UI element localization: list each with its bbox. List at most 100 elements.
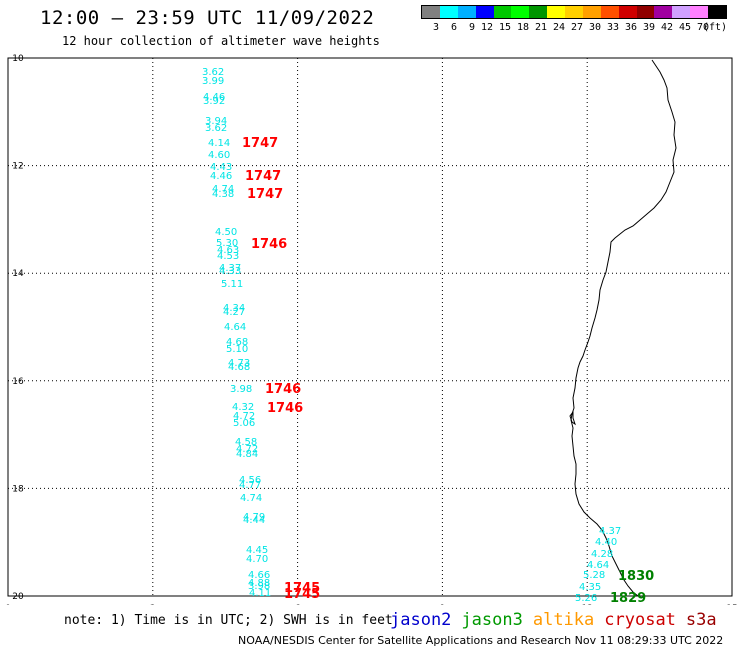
color-swatch	[529, 6, 548, 18]
satellite-legend-item: altika	[532, 610, 595, 630]
wave-height-label: 4.32	[232, 402, 254, 413]
wave-height-label: 4.40	[595, 537, 617, 548]
satellite-legend-item: s3a	[685, 610, 717, 630]
color-scale-label: 18	[517, 22, 530, 33]
pass-time-label: 1747	[245, 169, 281, 184]
color-swatch	[618, 6, 637, 18]
wave-height-label: 4.84	[236, 449, 258, 460]
lat-tick-label: 14	[12, 269, 24, 279]
satellite-legend: jason2 jason3 altika cryosat s3a	[390, 610, 727, 630]
color-swatch	[565, 6, 583, 18]
color-scale-label: (ft)	[703, 22, 728, 33]
lat-tick-label: 16	[12, 377, 24, 387]
wave-height-label: 5.28	[583, 570, 605, 581]
page-title: 12:00 – 23:59 UTC 11/09/2022	[40, 7, 375, 29]
color-swatch	[439, 6, 458, 18]
wave-height-label: 4.34	[223, 303, 245, 314]
pass-time-label: 1746	[265, 382, 301, 397]
color-scale-label: 12	[481, 22, 494, 33]
color-scale-label: 15	[499, 22, 512, 33]
wave-height-label: 5.06	[233, 418, 255, 429]
color-scale-label: 36	[625, 22, 638, 33]
wave-height-label: 4.74	[212, 184, 234, 195]
wave-height-label: 4.66	[248, 570, 270, 581]
color-swatch	[708, 6, 726, 18]
color-scale-label: 21	[535, 22, 548, 33]
color-swatch	[422, 6, 440, 18]
wave-height-label: 4.63	[217, 245, 239, 256]
wave-height-label: 4.64	[587, 560, 609, 571]
color-scale-label: 6	[451, 22, 458, 33]
lat-tick-label: 10	[12, 54, 24, 64]
pass-time-label: 1830	[618, 569, 654, 584]
wave-height-label: 4.72	[233, 411, 255, 422]
lon-tick-label: 0	[5, 604, 11, 605]
color-swatch	[457, 6, 476, 18]
satellite-legend-item: jason3	[461, 610, 523, 630]
wave-height-label: 3.99	[202, 76, 224, 87]
lon-tick-label: 15	[726, 604, 737, 605]
wave-height-label: 4.43	[210, 162, 232, 173]
wave-height-label: 3.62	[202, 67, 224, 78]
satellite-legend-item: jason2	[390, 610, 452, 630]
color-scale-label: 3	[433, 22, 440, 33]
color-scale-label: 33	[607, 22, 620, 33]
wave-height-label: 3.62	[205, 123, 227, 134]
wave-height-label: 4.38	[212, 189, 234, 200]
wave-height-label: 4.11	[249, 588, 271, 599]
color-swatch	[547, 6, 565, 18]
pass-time-label: 1745	[284, 581, 320, 596]
wave-height-label: 4.27	[223, 307, 245, 318]
wave-height-label: 4.56	[239, 475, 261, 486]
color-swatch	[672, 6, 691, 18]
wave-height-label: 4.60	[208, 150, 230, 161]
pass-time-label: 1829	[610, 591, 646, 605]
wave-height-label: 5.11	[221, 279, 243, 290]
lon-tick-label: 12	[581, 604, 592, 605]
wave-height-label: 4.37	[219, 263, 241, 274]
color-scale-labels: 3 6 9 12 15 18 21 24 27 30 33 36 39 42 45 70 (ft)	[421, 22, 731, 34]
color-swatch	[493, 6, 512, 18]
wave-height-label: 4.58	[235, 437, 257, 448]
wave-height-label: 5.10	[226, 344, 248, 355]
pass-time-label: 1747	[242, 136, 278, 151]
wave-height-label: 4.46	[203, 92, 225, 103]
pass-time-label: 1746	[251, 237, 287, 252]
wave-height-label: 4.79	[243, 512, 265, 523]
lon-tick-label: 3	[150, 604, 156, 605]
wave-height-label: 4.73	[228, 358, 250, 369]
color-scale-bar	[421, 5, 727, 19]
color-swatch	[600, 6, 619, 18]
color-swatch	[636, 6, 655, 18]
wave-height-label: 3.94	[205, 116, 227, 127]
wave-height-label: 4.46	[210, 171, 232, 182]
wave-height-label: 4.33	[219, 266, 241, 277]
color-scale-label: 70	[697, 22, 710, 33]
wave-height-label: 4.74	[240, 493, 262, 504]
lat-tick-label: 12	[12, 162, 23, 172]
map-border	[7, 57, 733, 597]
color-swatch	[690, 6, 708, 18]
wave-height-label: 4.50	[215, 227, 237, 238]
color-swatch	[475, 6, 494, 18]
lon-tick-label: 9	[440, 604, 446, 605]
wave-height-label: 4.35	[579, 582, 601, 593]
coastline	[570, 59, 677, 597]
color-swatch	[582, 6, 601, 18]
wave-height-label: 3.92	[203, 96, 225, 107]
wave-height-label: 4.68	[228, 362, 250, 373]
wave-height-label: 4.88	[248, 578, 270, 589]
credit-line: NOAA/NESDIS Center for Satellite Applica…	[238, 634, 724, 647]
wave-height-label: 4.68	[226, 337, 248, 348]
wave-height-label: 4.44	[243, 515, 265, 526]
page-subtitle: 12 hour collection of altimeter wave hei…	[62, 34, 380, 48]
color-scale-label: 27	[571, 22, 584, 33]
color-scale-label: 30	[589, 22, 602, 33]
wave-height-label: 4.45	[246, 545, 268, 556]
color-scale-label: 39	[643, 22, 656, 33]
wave-height-label: 3.98	[230, 384, 252, 395]
footer-note: note: 1) Time is in UTC; 2) SWH is in fe…	[64, 613, 393, 628]
lon-tick-label: 6	[295, 604, 301, 605]
satellite-legend-item: cryosat	[604, 610, 676, 630]
wave-height-label: 5.30	[216, 238, 238, 249]
